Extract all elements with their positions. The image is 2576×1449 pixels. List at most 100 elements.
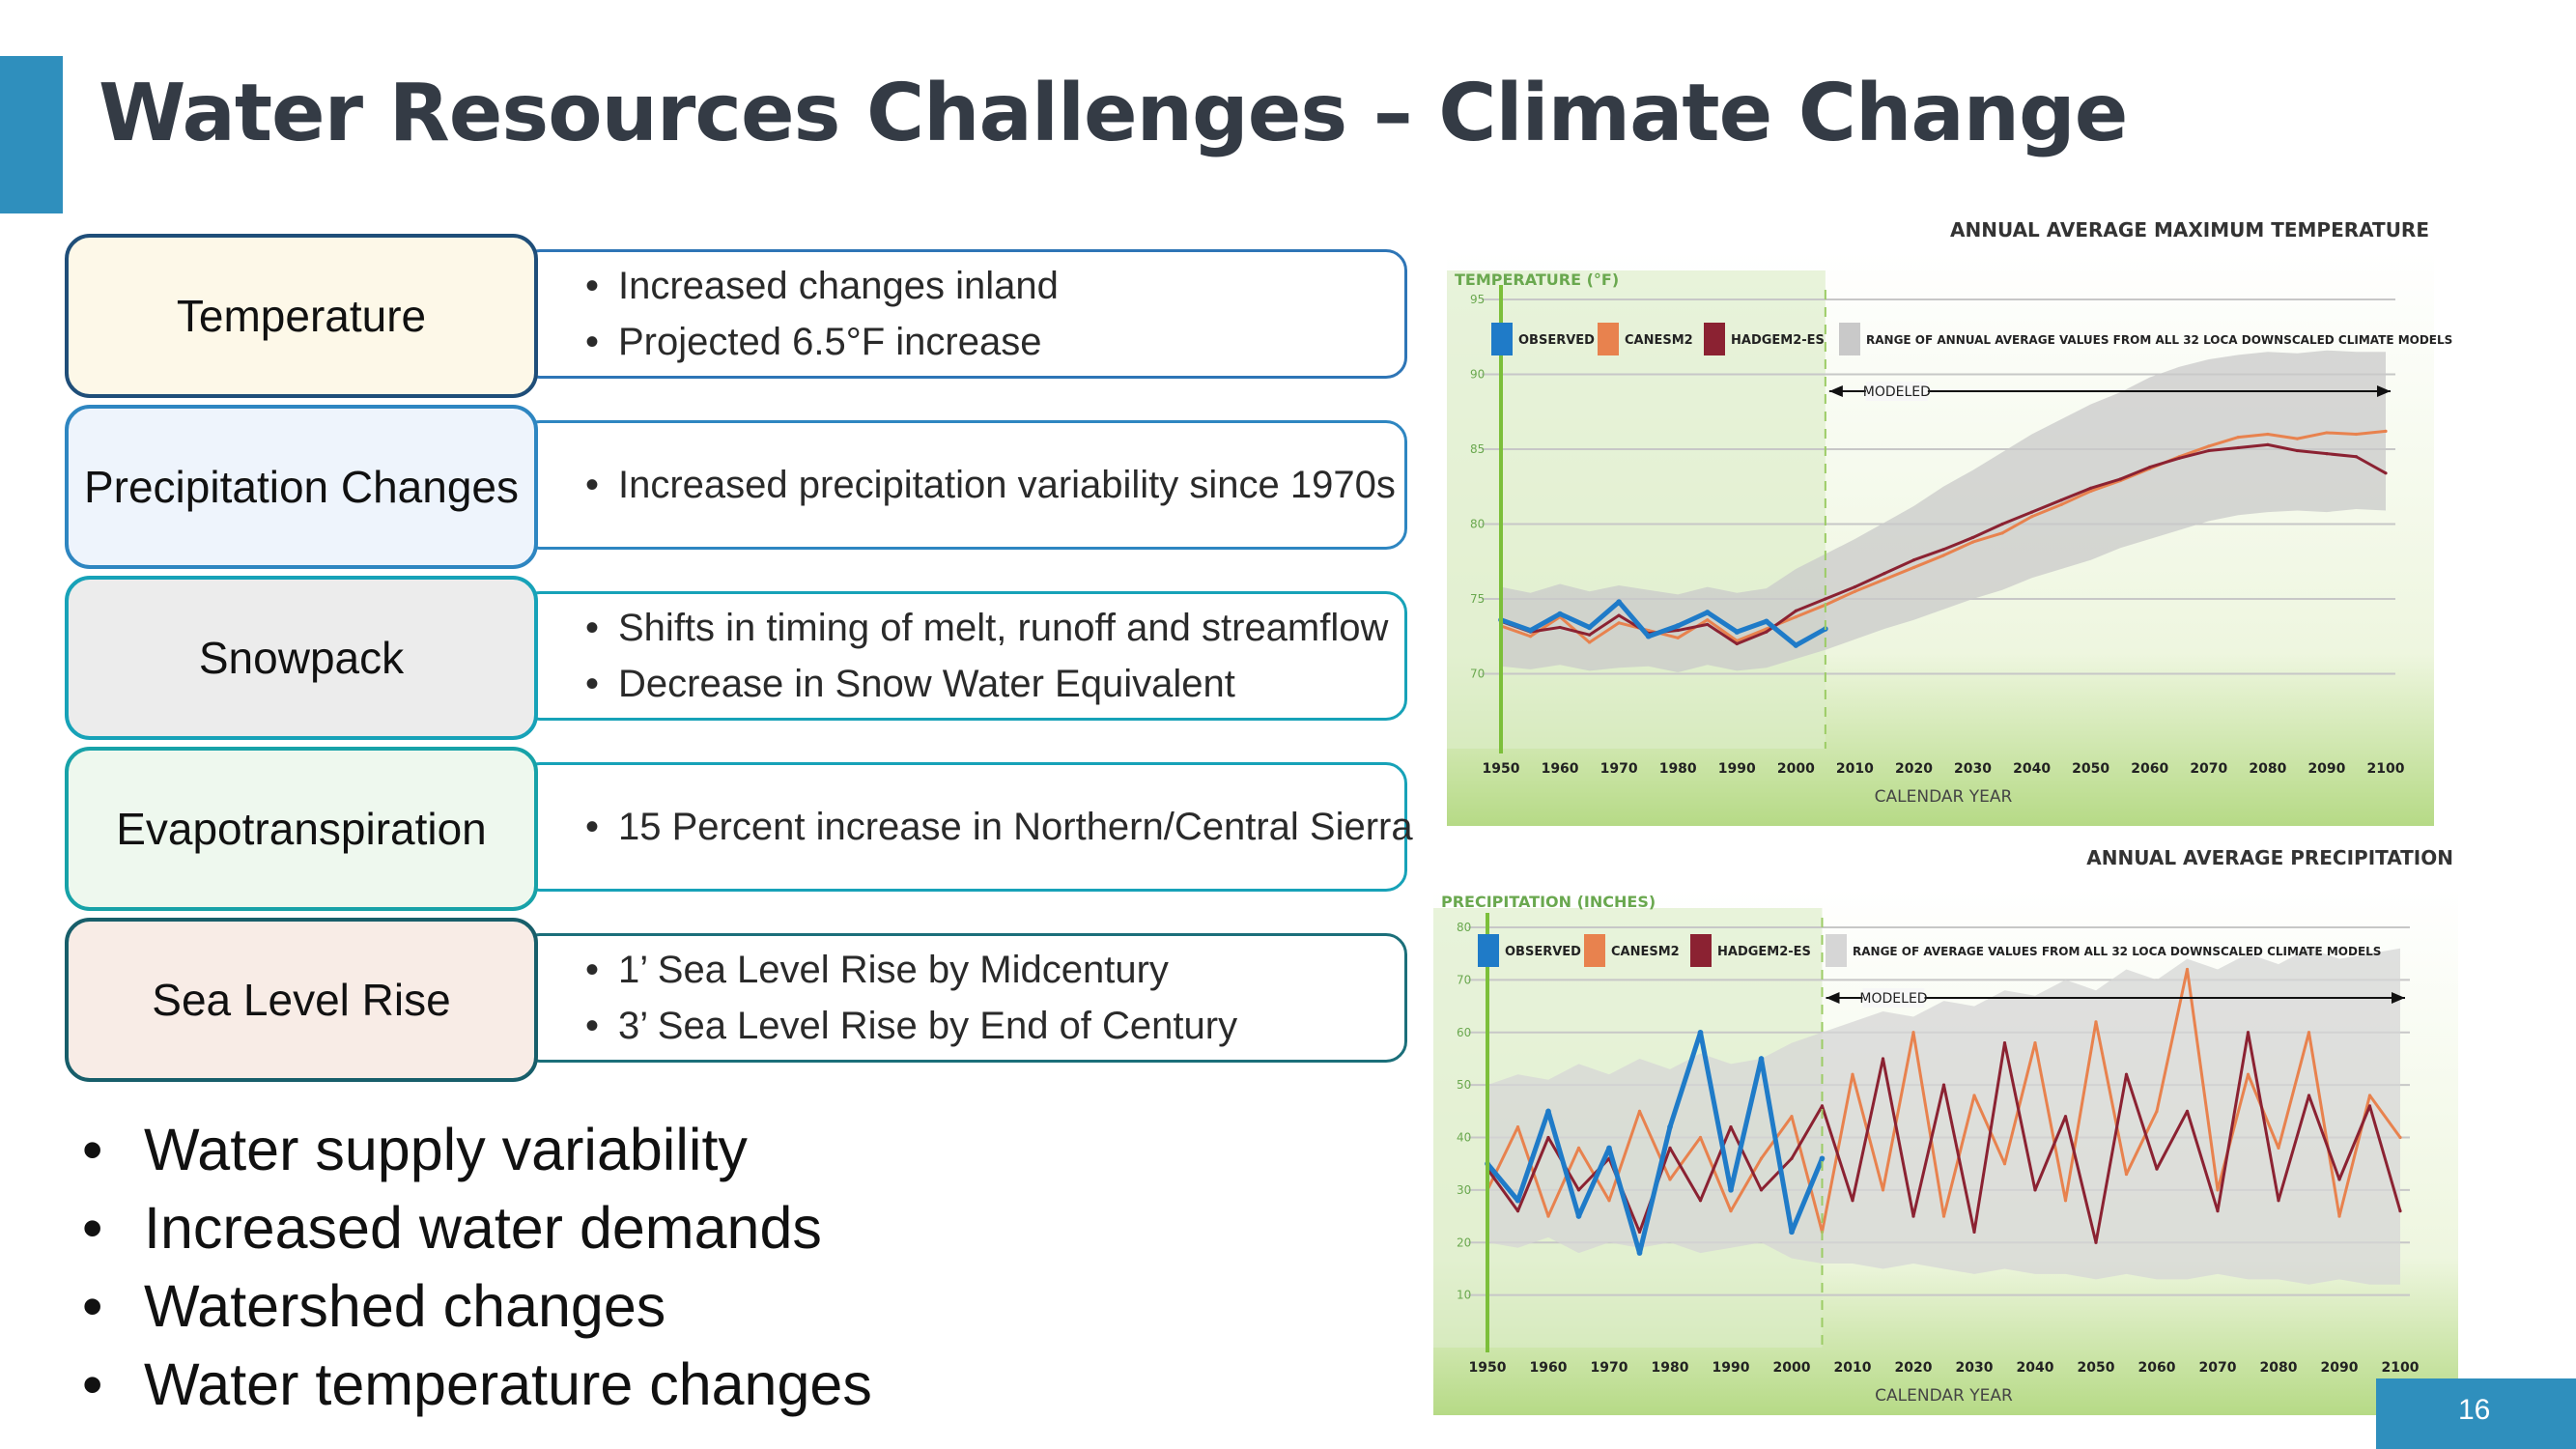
data-point-canesm2 <box>2002 1162 2007 1166</box>
data-point-hadgem2 <box>2030 510 2034 514</box>
challenge-row: 15 Percent increase in Northern/Central … <box>65 747 1413 911</box>
x-tick-label: 1950 <box>1483 761 1520 777</box>
data-point-observed <box>1545 1108 1551 1115</box>
data-point-canesm2 <box>1970 540 1975 544</box>
x-tick-label: 2070 <box>2190 761 2227 777</box>
y-tick-label: 60 <box>1457 1026 1471 1039</box>
data-point-hadgem2 <box>1729 1125 1733 1129</box>
data-point-hadgem2 <box>2094 1240 2098 1244</box>
data-point-hadgem2 <box>2325 452 2329 456</box>
challenge-bullet: 15 Percent increase in Northern/Central … <box>585 799 1413 855</box>
chart-svg: ANNUAL AVERAGE PRECIPITATION PRECIPITATIO… <box>1433 846 2458 1415</box>
temperature-chart: ANNUAL AVERAGE MAXIMUM TEMPERATURE TEMPER… <box>1420 208 2569 836</box>
y-tick-label: 75 <box>1470 592 1485 606</box>
x-tick-label: 2080 <box>2249 761 2286 777</box>
data-point-hadgem2 <box>1735 641 1739 646</box>
data-point-canesm2 <box>1794 615 1798 619</box>
x-tick-label: 2040 <box>2013 761 2051 777</box>
x-tick-label: 2060 <box>2131 761 2168 777</box>
data-point-canesm2 <box>1851 1072 1854 1076</box>
range-band <box>1501 350 2386 672</box>
data-point-observed <box>1789 1229 1795 1236</box>
series-line-observed <box>1500 599 1827 648</box>
y-tick-label: 80 <box>1470 518 1485 531</box>
x-tick-label: 2050 <box>2078 1360 2115 1376</box>
data-point-canesm2 <box>1882 578 1886 582</box>
challenge-row: Increased changes inlandProjected 6.5°F … <box>65 234 1409 398</box>
challenge-bullet: Increased changes inland <box>585 258 1404 314</box>
data-point-canesm2 <box>1546 1214 1550 1218</box>
slide-title: Water Resources Challenges – Climate Cha… <box>99 68 2128 159</box>
data-point-observed <box>1557 611 1563 617</box>
data-point-observed <box>1819 1155 1826 1162</box>
bottom-bullet: Water supply variability <box>82 1111 872 1189</box>
data-point-hadgem2 <box>1851 1199 1854 1203</box>
modeled-arrow-left <box>1828 385 1843 397</box>
data-point-hadgem2 <box>1853 585 1856 589</box>
legend-label: OBSERVED <box>1505 945 1581 959</box>
challenge-label: Evapotranspiration <box>65 747 538 911</box>
x-tick-label: 2040 <box>2017 1360 2054 1376</box>
x-tick-label: 2020 <box>1895 1360 1933 1376</box>
y-tick-label: 30 <box>1457 1183 1471 1197</box>
data-point-hadgem2 <box>2367 1104 2372 1108</box>
data-point-hadgem2 <box>1941 1083 1946 1087</box>
range-band <box>1487 948 2400 1285</box>
legend-swatch <box>1584 934 1605 967</box>
data-point-canesm2 <box>2124 1172 2129 1177</box>
data-point-canesm2 <box>2266 432 2270 437</box>
data-point-hadgem2 <box>1911 558 1916 562</box>
data-point-hadgem2 <box>1515 1209 1520 1213</box>
bottom-bullet-list: Water supply variabilityIncreased water … <box>82 1111 872 1424</box>
data-point-canesm2 <box>1853 589 1856 593</box>
challenge-bullets-box: 1’ Sea Level Rise by Midcentury3’ Sea Le… <box>519 933 1407 1063</box>
data-point-canesm2 <box>2000 531 2004 535</box>
x-tick-label: 1960 <box>1542 761 1579 777</box>
challenge-bullets-box: 15 Percent increase in Northern/Central … <box>519 762 1413 892</box>
data-point-hadgem2 <box>2033 1188 2037 1192</box>
challenge-row: 1’ Sea Level Rise by Midcentury3’ Sea Le… <box>65 918 1409 1082</box>
data-point-hadgem2 <box>2148 466 2152 469</box>
data-point-hadgem2 <box>2216 1209 2220 1213</box>
x-tick-label: 2080 <box>2260 1360 2298 1376</box>
legend-swatch <box>1826 934 1847 967</box>
data-point-canesm2 <box>1911 1031 1915 1035</box>
x-tick-label: 1960 <box>1530 1360 1568 1376</box>
y-axis-label: PRECIPITATION (INCHES) <box>1441 893 1656 911</box>
data-point-canesm2 <box>1790 1115 1794 1119</box>
data-point-canesm2 <box>2337 1214 2341 1218</box>
data-point-canesm2 <box>2384 429 2388 433</box>
data-point-hadgem2 <box>2354 455 2359 459</box>
challenge-label: Precipitation Changes <box>65 405 538 569</box>
x-tick-label: 1980 <box>1659 761 1697 777</box>
data-point-canesm2 <box>2185 967 2190 972</box>
legend-label: HADGEM2-ES <box>1717 945 1811 959</box>
data-point-hadgem2 <box>2236 445 2240 450</box>
y-tick-label: 50 <box>1457 1078 1471 1092</box>
y-tick-label: 85 <box>1470 442 1485 456</box>
legend-label: CANESM2 <box>1625 333 1693 348</box>
data-point-hadgem2 <box>1970 535 1975 540</box>
data-point-canesm2 <box>2063 1199 2068 1203</box>
legend-label: RANGE OF AVERAGE VALUES FROM ALL 32 LOCA… <box>1853 945 2381 958</box>
data-point-observed <box>1645 633 1652 639</box>
data-point-canesm2 <box>1576 1146 1581 1150</box>
data-point-observed <box>1636 1250 1643 1256</box>
data-point-hadgem2 <box>2207 448 2211 453</box>
data-point-hadgem2 <box>1759 1188 1764 1192</box>
y-tick-label: 80 <box>1457 921 1471 934</box>
data-point-observed <box>1667 1123 1673 1130</box>
data-point-canesm2 <box>2367 1094 2372 1097</box>
modeled-annotation: MODELED <box>1859 991 1927 1007</box>
challenge-bullet: Projected 6.5°F increase <box>585 314 1404 370</box>
data-point-canesm2 <box>1676 636 1680 639</box>
modeled-arrow-right <box>2392 992 2405 1004</box>
data-point-canesm2 <box>2236 436 2240 440</box>
data-point-hadgem2 <box>1546 1135 1550 1140</box>
legend-swatch <box>1704 323 1725 355</box>
data-point-canesm2 <box>1617 621 1621 625</box>
data-point-canesm2 <box>2059 502 2063 506</box>
data-point-canesm2 <box>2295 437 2299 440</box>
challenge-row: Increased precipitation variability sinc… <box>65 405 1409 569</box>
modeled-label-bg <box>1865 382 1928 401</box>
